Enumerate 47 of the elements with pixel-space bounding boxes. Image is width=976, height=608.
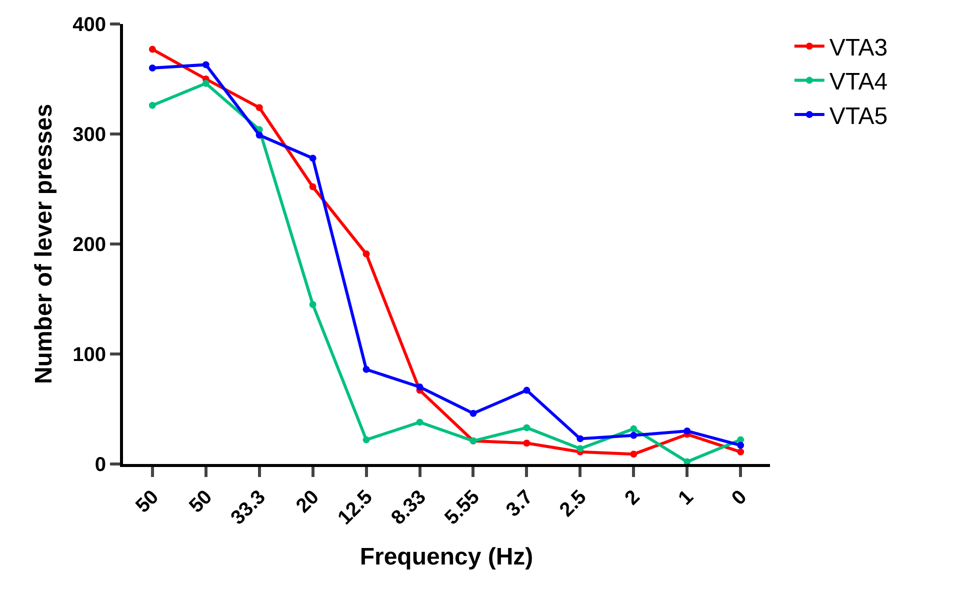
point [470,410,477,417]
point [737,448,744,456]
point [523,424,530,432]
x-tick-label: 2.5 [556,486,591,522]
x-tick-label: 50 [132,486,164,518]
point [416,418,424,426]
x-tick-label: 2 [620,486,644,510]
x-tick-label: 50 [185,486,216,518]
point [202,80,210,87]
point [523,386,530,394]
point [309,301,316,308]
point [362,250,370,258]
x-tick-label: 3.7 [502,486,538,522]
legend-label: VTA4 [829,68,888,96]
point [362,366,370,373]
x-axis-title: Frequency (Hz) [360,543,534,570]
point [256,104,263,112]
x-tick-label: 8.33 [387,486,430,530]
point [630,432,638,439]
y-tick-label: 200 [72,234,106,256]
point [576,435,584,442]
point [148,102,156,109]
x-tick-label: 0 [728,486,752,510]
point [684,428,691,434]
point [148,46,156,53]
x-tick-label: 33.3 [226,486,270,530]
y-tick-label: 100 [72,344,106,366]
x-tick-label: 20 [292,486,324,518]
point [630,425,638,432]
point [523,440,530,447]
point [202,61,210,68]
point [576,445,584,452]
y-tick-label: 400 [72,14,106,36]
y-tick-label: 300 [72,124,106,146]
point [148,64,156,72]
point [737,442,744,449]
x-tick-label: 1 [674,486,698,510]
point [416,384,424,390]
y-tick-label: 0 [94,454,106,476]
legend-label: VTA3 [829,34,888,62]
point [309,154,316,162]
point [256,132,263,139]
legend-label: VTA5 [829,102,888,130]
point [362,436,370,444]
point [309,183,316,190]
y-axis-title: Number of lever presses [30,104,58,384]
point [630,450,638,458]
